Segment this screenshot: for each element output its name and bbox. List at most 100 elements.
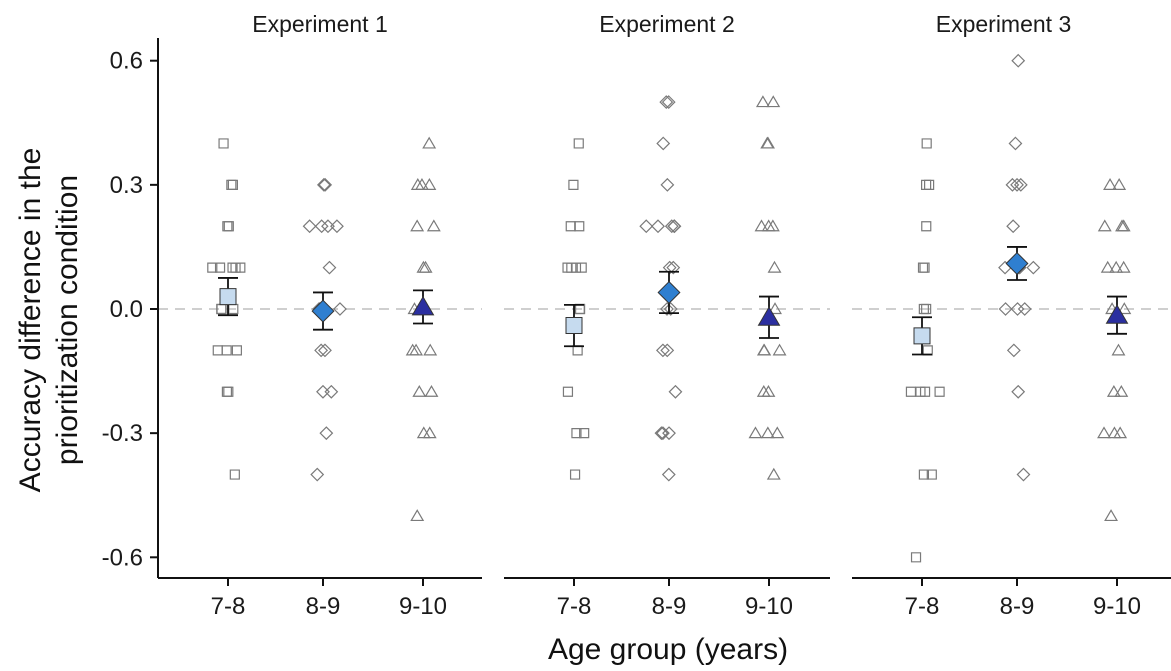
data-point (1117, 302, 1132, 315)
data-point (924, 179, 935, 190)
data-point (223, 386, 234, 397)
y-tick-label: 0.3 (110, 172, 143, 199)
data-point (322, 260, 337, 275)
x-tick-label: 8-9 (1000, 593, 1035, 620)
data-point (765, 219, 780, 232)
panel-1: 7-8 8-9 9-10 (158, 136, 482, 620)
x-tick-label: 7-8 (557, 593, 592, 620)
panels: 7-8 8-9 9-10 7-8 8-9 9-10 7-8 8-9 9-10 (158, 53, 1171, 620)
data-point (223, 221, 234, 232)
data-point (921, 221, 932, 232)
data-point (766, 467, 781, 480)
data-point (1011, 384, 1026, 399)
data-point (1113, 426, 1128, 439)
data-point (579, 428, 590, 439)
mean-marker (1005, 251, 1029, 275)
facet-title: Experiment 2 (599, 11, 735, 37)
data-point (310, 467, 325, 482)
data-point (1103, 178, 1117, 190)
data-point (576, 262, 587, 273)
x-tick-label: 8-9 (306, 593, 341, 620)
data-point (231, 345, 242, 356)
data-point (333, 302, 347, 316)
data-point (566, 262, 577, 273)
data-point (314, 343, 329, 358)
facet-title: Experiment 1 (252, 11, 388, 37)
data-point (934, 386, 945, 397)
data-point (316, 384, 330, 399)
data-point (424, 384, 439, 397)
data-point (760, 426, 775, 439)
data-point (319, 426, 334, 441)
data-point (654, 426, 669, 441)
facet-title: Experiment 3 (936, 11, 1072, 37)
data-point (218, 138, 229, 149)
data-point (321, 219, 335, 234)
data-point (761, 136, 775, 149)
data-point (212, 345, 223, 356)
x-tick-label: 9-10 (1093, 593, 1141, 620)
data-point (910, 552, 922, 563)
data-point (664, 219, 679, 234)
mean-marker (1105, 304, 1129, 324)
data-point (410, 219, 425, 232)
mean-marker (311, 299, 335, 323)
data-point (921, 179, 932, 190)
facet-titles: Experiment 1 Experiment 2 Experiment 3 (252, 11, 1071, 37)
data-point (761, 219, 776, 232)
data-point (1097, 219, 1112, 232)
data-point (1016, 467, 1031, 482)
data-point (655, 343, 670, 358)
data-point (926, 469, 937, 480)
mean-marker (757, 306, 781, 326)
data-point (663, 302, 678, 316)
data-point (1006, 343, 1021, 358)
data-point (565, 221, 576, 232)
data-point (1006, 219, 1021, 234)
y-tick-label: 0.0 (110, 296, 143, 323)
data-point (656, 136, 671, 151)
data-point (1114, 384, 1129, 397)
data-point (921, 138, 932, 149)
data-point (667, 219, 682, 234)
data-point (666, 260, 681, 275)
data-point (761, 384, 776, 397)
x-tick-label: 7-8 (905, 593, 940, 620)
data-point (1005, 177, 1020, 192)
data-point (668, 384, 683, 399)
data-point (426, 219, 441, 232)
data-point (214, 262, 226, 273)
data-point (221, 345, 232, 356)
data-point (1010, 302, 1025, 316)
data-point (1115, 219, 1129, 232)
data-point (1097, 426, 1111, 439)
data-point (757, 343, 772, 356)
data-point (572, 345, 583, 356)
y-tick-label: -0.3 (102, 420, 143, 447)
data-point (772, 343, 787, 356)
mean-marker (219, 288, 237, 306)
mean-marker (913, 327, 931, 345)
data-point (659, 95, 674, 110)
x-tick-label: 9-10 (745, 593, 793, 620)
data-point (661, 467, 676, 482)
data-point (227, 179, 239, 190)
data-point (922, 345, 933, 356)
data-point (651, 219, 665, 234)
y-axis-title-line-2: prioritization condition (51, 175, 84, 465)
x-tick-label: 8-9 (652, 593, 687, 620)
data-point (314, 219, 329, 234)
data-point (1112, 178, 1127, 190)
data-point (655, 426, 670, 441)
data-point (207, 262, 218, 273)
data-point (574, 221, 585, 232)
data-point (767, 260, 782, 273)
data-point (660, 343, 675, 358)
data-point (1017, 302, 1032, 316)
data-point (235, 262, 246, 273)
x-tick-label: 9-10 (399, 593, 447, 620)
data-point (405, 343, 420, 356)
data-point (318, 343, 332, 358)
data-point (316, 177, 331, 192)
